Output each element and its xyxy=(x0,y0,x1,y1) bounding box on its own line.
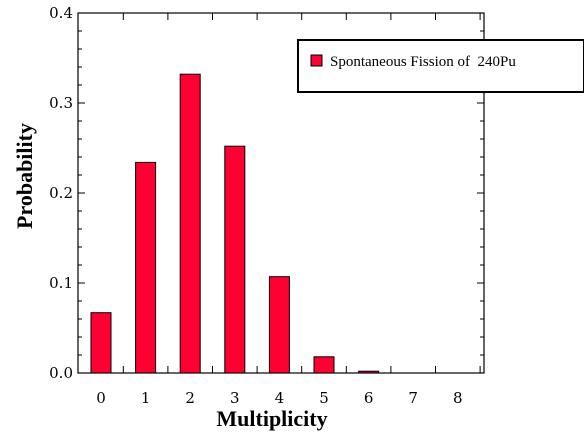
y-axis-title: Probability xyxy=(12,123,37,229)
legend-label: Spontaneous Fission of 240Pu xyxy=(330,54,516,70)
x-tick-label: 7 xyxy=(408,389,418,407)
legend-swatch xyxy=(310,54,323,67)
bar-multiplicity-1 xyxy=(135,161,157,374)
bars xyxy=(90,73,380,374)
x-axis-ticks xyxy=(122,13,481,373)
x-tick-label: 2 xyxy=(185,389,195,407)
y-tick-label: 0.1 xyxy=(49,274,73,292)
x-tick-label: 8 xyxy=(453,389,463,407)
bar-multiplicity-2 xyxy=(179,73,201,374)
legend-box xyxy=(297,39,584,93)
x-tick-label: 3 xyxy=(230,389,240,407)
y-tick-labels: 0.0 0.1 0.2 0.3 0.4 xyxy=(49,4,73,382)
x-tick-label: 5 xyxy=(319,389,329,407)
x-tick-label: 6 xyxy=(364,389,374,407)
x-axis-title: Multiplicity xyxy=(216,406,327,431)
x-tick-label: 4 xyxy=(275,389,285,407)
bar-multiplicity-3 xyxy=(224,145,246,374)
bar-multiplicity-6 xyxy=(358,370,380,374)
y-tick-label: 0.2 xyxy=(49,184,73,202)
x-tick-labels: 0 1 2 3 4 5 6 7 8 xyxy=(96,389,462,407)
x-tick-label: 0 xyxy=(96,389,106,407)
bar-multiplicity-4 xyxy=(268,276,290,374)
legend: Spontaneous Fission of 240Pu xyxy=(297,39,584,93)
y-tick-label: 0.4 xyxy=(49,4,73,22)
bar-multiplicity-0 xyxy=(90,312,112,374)
y-tick-label: 0.3 xyxy=(49,94,73,112)
bar-multiplicity-5 xyxy=(313,356,335,374)
y-tick-label: 0.0 xyxy=(49,364,73,382)
x-tick-label: 1 xyxy=(141,389,151,407)
